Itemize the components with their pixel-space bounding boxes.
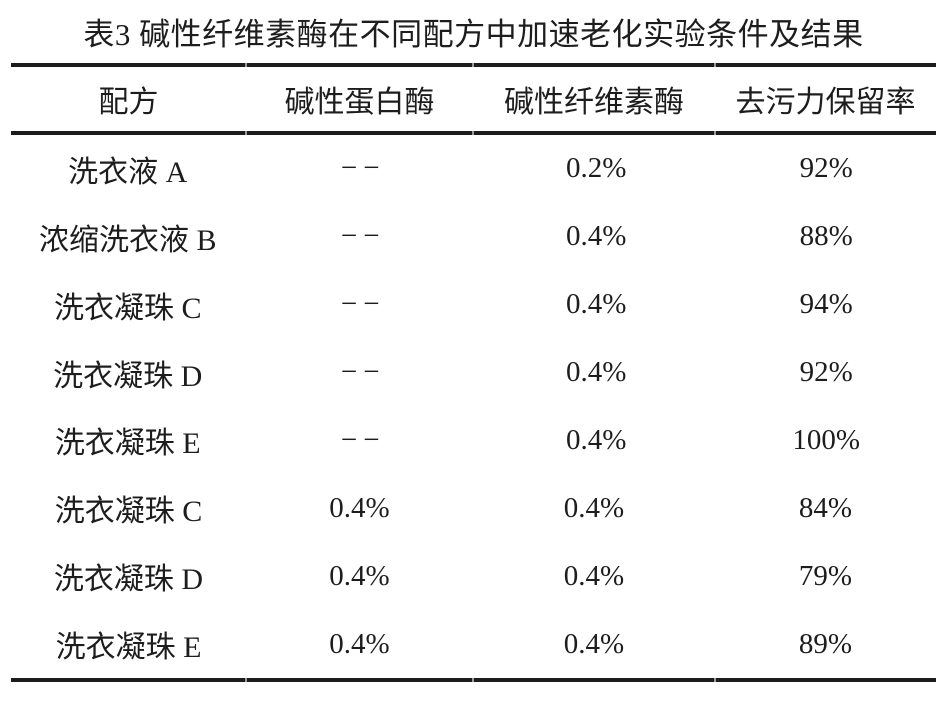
cell-protease: −− xyxy=(340,423,386,456)
table-row: 浓缩洗衣液 B −− 0.4% 88% xyxy=(11,203,936,271)
cell-cellulase: 0.2% xyxy=(566,152,627,185)
column-header-protease: 碱性蛋白酶 xyxy=(284,86,435,119)
table-caption: 表3 碱性纤维素酶在不同配方中加速老化实验条件及结果 xyxy=(83,17,864,52)
cell-cellulase: 0.4% xyxy=(566,423,627,456)
header-rule xyxy=(11,131,936,135)
cell-retention: 84% xyxy=(798,491,853,524)
column-header-cellulase: 碱性纤维素酶 xyxy=(504,86,684,119)
cell-protease: −− xyxy=(340,288,386,321)
cell-cellulase: 0.4% xyxy=(566,288,627,321)
cell-retention: 92% xyxy=(799,356,853,389)
cell-formula: 浓缩洗衣液 B xyxy=(38,223,217,257)
column-header-retention: 去污力保留率 xyxy=(735,86,916,119)
table-row: 洗衣凝珠 E −− 0.4% 100% xyxy=(11,407,936,475)
cell-protease: 0.4% xyxy=(329,627,390,660)
cell-formula: 洗衣凝珠 E xyxy=(54,427,201,461)
cell-retention: 88% xyxy=(799,220,853,253)
cell-protease: 0.4% xyxy=(329,559,390,592)
cell-cellulase: 0.4% xyxy=(563,627,625,660)
table-row: 洗衣凝珠 E 0.4% 0.4% 89% xyxy=(11,610,936,678)
bottom-rule xyxy=(11,678,936,682)
cell-protease: −− xyxy=(340,356,386,389)
cell-retention: 92% xyxy=(799,152,853,185)
cell-cellulase: 0.4% xyxy=(566,220,627,253)
cell-cellulase: 0.4% xyxy=(566,356,627,389)
cell-formula: 洗衣凝珠 E xyxy=(55,631,202,665)
cell-protease: −− xyxy=(340,220,386,253)
cell-protease: −− xyxy=(340,152,386,185)
table-row: 洗衣凝珠 C 0.4% 0.4% 84% xyxy=(11,474,936,542)
cell-retention: 89% xyxy=(798,627,853,660)
table-row: 洗衣凝珠 D −− 0.4% 92% xyxy=(11,339,936,407)
table-header-row: 配方 碱性蛋白酶 碱性纤维素酶 去污力保留率 xyxy=(11,67,936,131)
cell-formula: 洗衣液 A xyxy=(68,155,188,189)
bottom-margin xyxy=(0,682,947,703)
table-body: 洗衣液 A −− 0.2% 92% 浓缩洗衣液 B −− 0.4% 88% 洗衣… xyxy=(11,135,936,678)
cell-cellulase: 0.4% xyxy=(563,559,625,592)
top-rule xyxy=(11,63,936,67)
table-row: 洗衣凝珠 C −− 0.4% 94% xyxy=(11,271,936,339)
cell-formula: 洗衣凝珠 C xyxy=(54,495,203,529)
cell-formula: 洗衣凝珠 D xyxy=(53,359,203,393)
table-row: 洗衣凝珠 D 0.4% 0.4% 79% xyxy=(11,542,936,610)
cell-cellulase: 0.4% xyxy=(563,491,625,524)
cell-retention: 94% xyxy=(799,288,853,321)
cell-formula: 洗衣凝珠 D xyxy=(53,563,204,597)
cell-retention: 79% xyxy=(798,559,853,592)
cell-formula: 洗衣凝珠 C xyxy=(53,291,202,325)
cell-retention: 100% xyxy=(792,423,861,456)
cell-protease: 0.4% xyxy=(329,491,390,524)
table-row: 洗衣液 A −− 0.2% 92% xyxy=(11,135,936,203)
column-header-formula: 配方 xyxy=(98,86,159,119)
